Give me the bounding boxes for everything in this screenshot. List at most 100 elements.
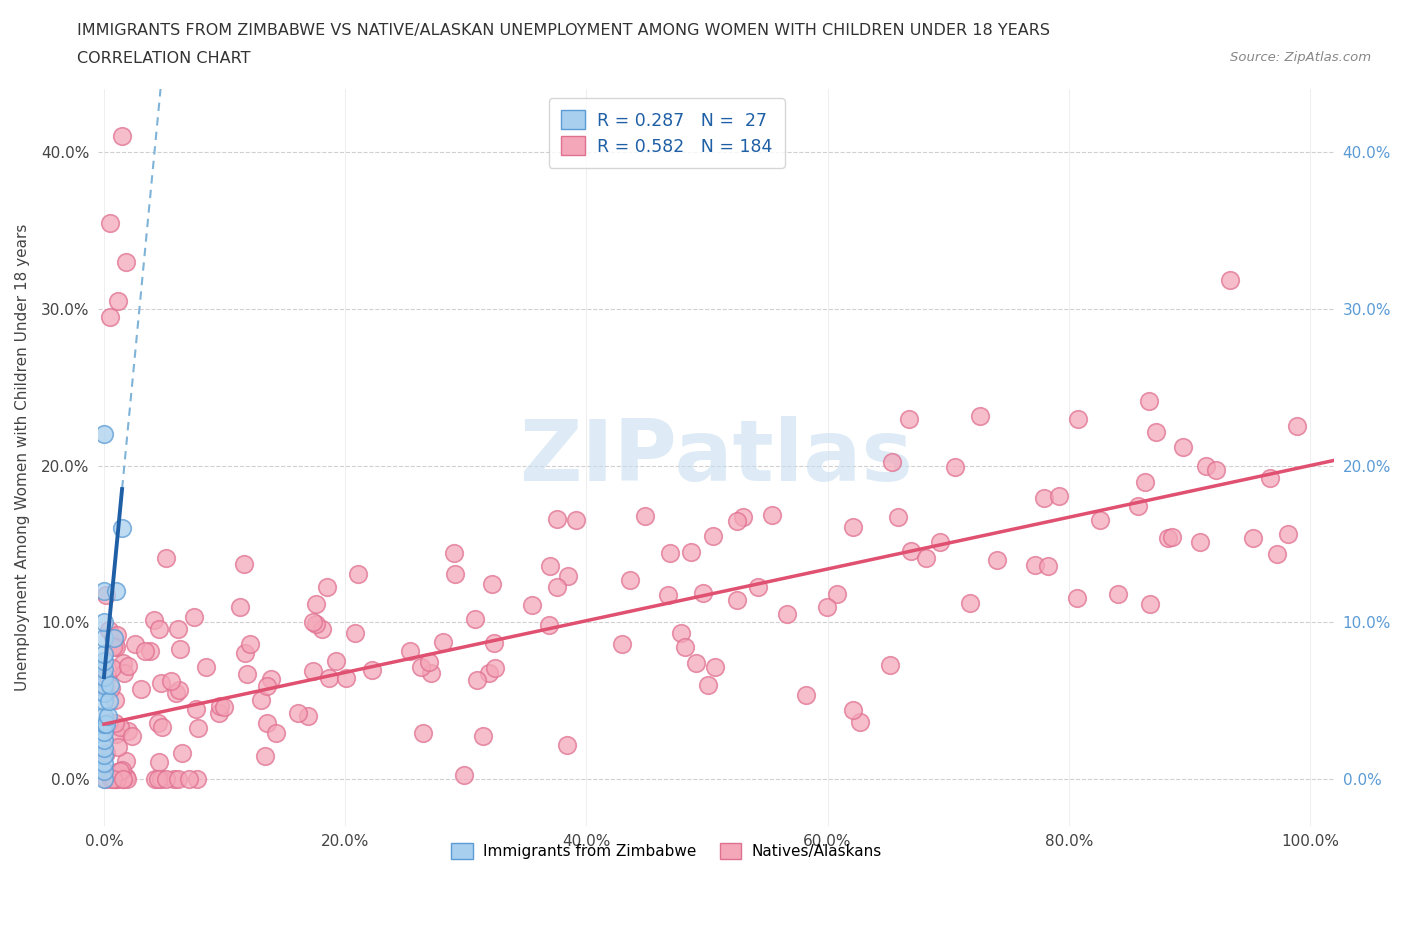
Point [187, 721, 209, 736]
Text: Source: ZipAtlas.com: Source: ZipAtlas.com [1230, 51, 1371, 64]
Point [465, 672, 488, 687]
Point [105, 764, 128, 779]
Point [93, 427, 115, 442]
Point [1171, 440, 1194, 455]
Point [166, 772, 188, 787]
Point [146, 716, 169, 731]
Point [471, 729, 494, 744]
Point [692, 585, 714, 600]
Point [93, 764, 115, 778]
Point [94, 588, 117, 603]
Point [101, 772, 124, 787]
Point [111, 772, 134, 787]
Point [1137, 393, 1160, 408]
Point [249, 692, 271, 707]
Point [105, 583, 128, 598]
Point [186, 702, 208, 717]
Point [146, 772, 169, 787]
Point [432, 634, 454, 649]
Point [481, 577, 503, 591]
Point [93, 615, 115, 630]
Point [418, 655, 440, 670]
Point [612, 636, 634, 651]
Point [522, 598, 544, 613]
Point [538, 559, 561, 574]
Point [93, 670, 115, 684]
Point [346, 566, 368, 581]
Point [444, 567, 467, 582]
Point [111, 772, 134, 787]
Point [101, 630, 124, 644]
Point [129, 682, 152, 697]
Point [112, 656, 135, 671]
Text: CORRELATION CHART: CORRELATION CHART [77, 51, 250, 66]
Point [398, 644, 420, 658]
Point [112, 665, 135, 680]
Point [564, 512, 586, 527]
Point [179, 771, 201, 786]
Point [232, 557, 254, 572]
Point [149, 676, 172, 691]
Point [1258, 471, 1281, 485]
Point [93, 772, 115, 787]
Point [1241, 531, 1264, 546]
Point [169, 642, 191, 657]
Point [1219, 272, 1241, 287]
Point [93, 693, 115, 708]
Point [1286, 418, 1309, 433]
Point [484, 660, 506, 675]
Point [657, 587, 679, 602]
Point [105, 772, 128, 787]
Point [697, 678, 720, 693]
Point [183, 610, 205, 625]
Point [443, 545, 465, 560]
Point [105, 772, 128, 787]
Point [335, 671, 357, 685]
Point [111, 129, 134, 144]
Point [555, 737, 578, 752]
Point [634, 509, 657, 524]
Point [1133, 474, 1156, 489]
Point [148, 621, 170, 636]
Point [344, 626, 367, 641]
Point [260, 671, 283, 686]
Point [842, 520, 865, 535]
Point [669, 625, 692, 640]
Point [412, 725, 434, 740]
Point [93, 654, 115, 669]
Point [969, 408, 991, 423]
Point [254, 749, 277, 764]
Point [100, 681, 122, 696]
Point [236, 667, 259, 682]
Point [704, 659, 727, 674]
Point [115, 255, 138, 270]
Point [93, 685, 115, 700]
Point [100, 660, 122, 675]
Point [619, 573, 641, 588]
Point [233, 646, 256, 661]
Point [1157, 531, 1180, 546]
Point [702, 528, 724, 543]
Point [111, 521, 134, 536]
Point [747, 579, 769, 594]
Point [117, 659, 139, 674]
Point [105, 628, 128, 643]
Point [453, 768, 475, 783]
Text: IMMIGRANTS FROM ZIMBABWE VS NATIVE/ALASKAN UNEMPLOYMENT AMONG WOMEN WITH CHILDRE: IMMIGRANTS FROM ZIMBABWE VS NATIVE/ALASK… [77, 23, 1050, 38]
Point [195, 659, 218, 674]
Point [142, 613, 165, 628]
Point [761, 508, 783, 523]
Y-axis label: Unemployment Among Women with Children Under 18 years: Unemployment Among Women with Children U… [15, 224, 30, 691]
Point [887, 509, 910, 524]
Point [186, 772, 208, 787]
Point [1205, 462, 1227, 477]
Point [538, 618, 561, 632]
Point [165, 685, 187, 700]
Point [360, 662, 382, 677]
Point [287, 705, 309, 720]
Point [155, 551, 177, 565]
Point [97, 714, 120, 729]
Text: ZIPatlas: ZIPatlas [519, 417, 912, 499]
Point [1088, 512, 1111, 527]
Point [93, 631, 115, 645]
